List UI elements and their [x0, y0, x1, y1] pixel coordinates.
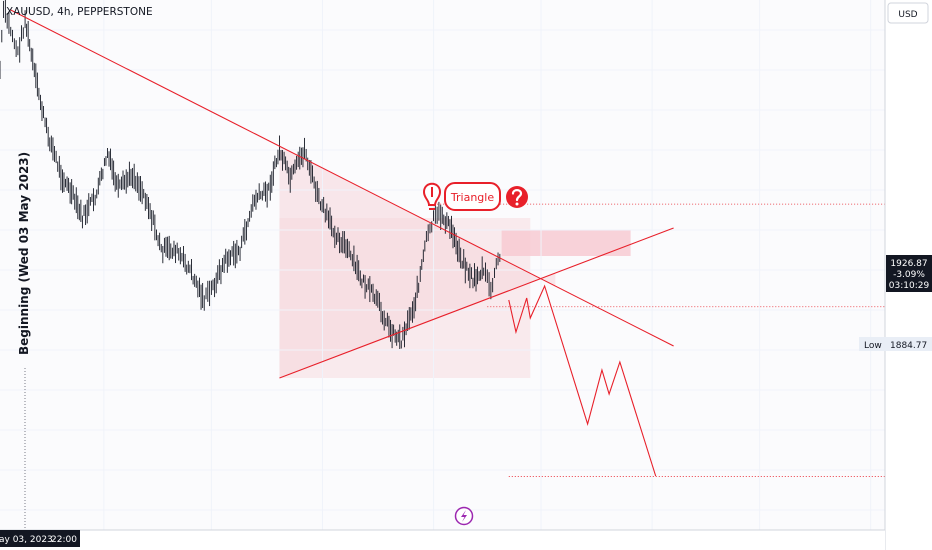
last-price-change: -3.09% [893, 270, 925, 280]
triangle-callout-text: Triangle [450, 191, 494, 204]
last-price-badge [886, 255, 932, 292]
crosshair-date: May 03, 2023 [0, 535, 53, 545]
chart-title: XAUUSD, 4h, PEPPERSTONE [6, 6, 153, 18]
price-series [0, 0, 501, 349]
grid [0, 0, 885, 530]
crosshair-time: 22:00 [51, 535, 77, 545]
low-marker-label: Low [864, 341, 882, 351]
currency-box[interactable] [887, 2, 929, 24]
low-marker-box [859, 337, 932, 351]
crosshair-time-badge [0, 530, 80, 547]
triangle-callout-bubble [444, 182, 501, 211]
projection-path [508, 284, 657, 477]
lightbulb-icon [422, 182, 442, 210]
projection-line [508, 284, 657, 477]
beginning-vertical-label: Beginning (Wed 03 May 2023) [17, 152, 31, 355]
trend-line-0 [10, 9, 674, 347]
question-mark-icon [506, 186, 528, 208]
currency-label: USD [898, 10, 917, 20]
trend-lines [10, 9, 674, 379]
low-marker-value: 1884.77 [890, 341, 927, 351]
lightning-icon[interactable] [454, 506, 474, 526]
last-price-value: 1926.87 [890, 259, 927, 269]
triangle-wedge [279, 146, 556, 378]
time-axis[interactable] [0, 530, 885, 550]
shaded-zone-1 [501, 230, 631, 256]
trend-line-1 [279, 227, 674, 379]
last-price-countdown: 03:10:29 [889, 281, 930, 291]
